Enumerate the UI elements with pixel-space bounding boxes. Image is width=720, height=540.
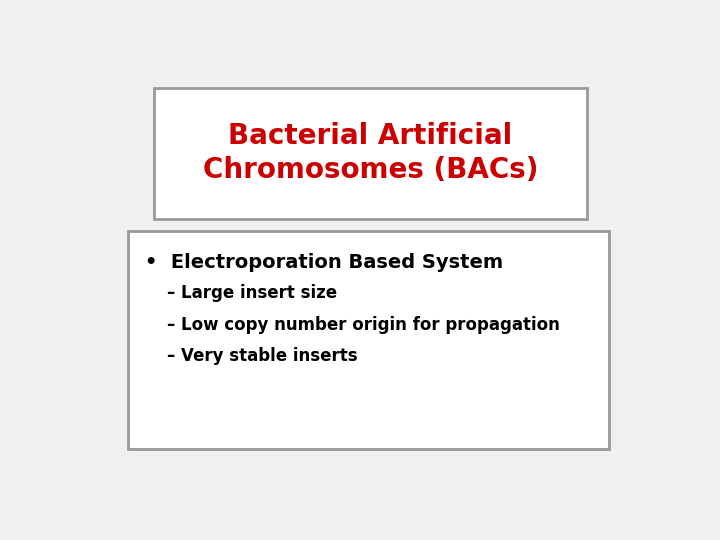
Text: •  Electroporation Based System: • Electroporation Based System xyxy=(145,253,503,272)
Text: Bacterial Artificial
Chromosomes (BACs): Bacterial Artificial Chromosomes (BACs) xyxy=(202,123,538,184)
Text: – Large insert size: – Large insert size xyxy=(167,285,337,302)
Text: – Very stable inserts: – Very stable inserts xyxy=(167,347,358,365)
Text: – Low copy number origin for propagation: – Low copy number origin for propagation xyxy=(167,316,560,334)
FancyBboxPatch shape xyxy=(154,87,587,219)
FancyBboxPatch shape xyxy=(128,231,609,449)
